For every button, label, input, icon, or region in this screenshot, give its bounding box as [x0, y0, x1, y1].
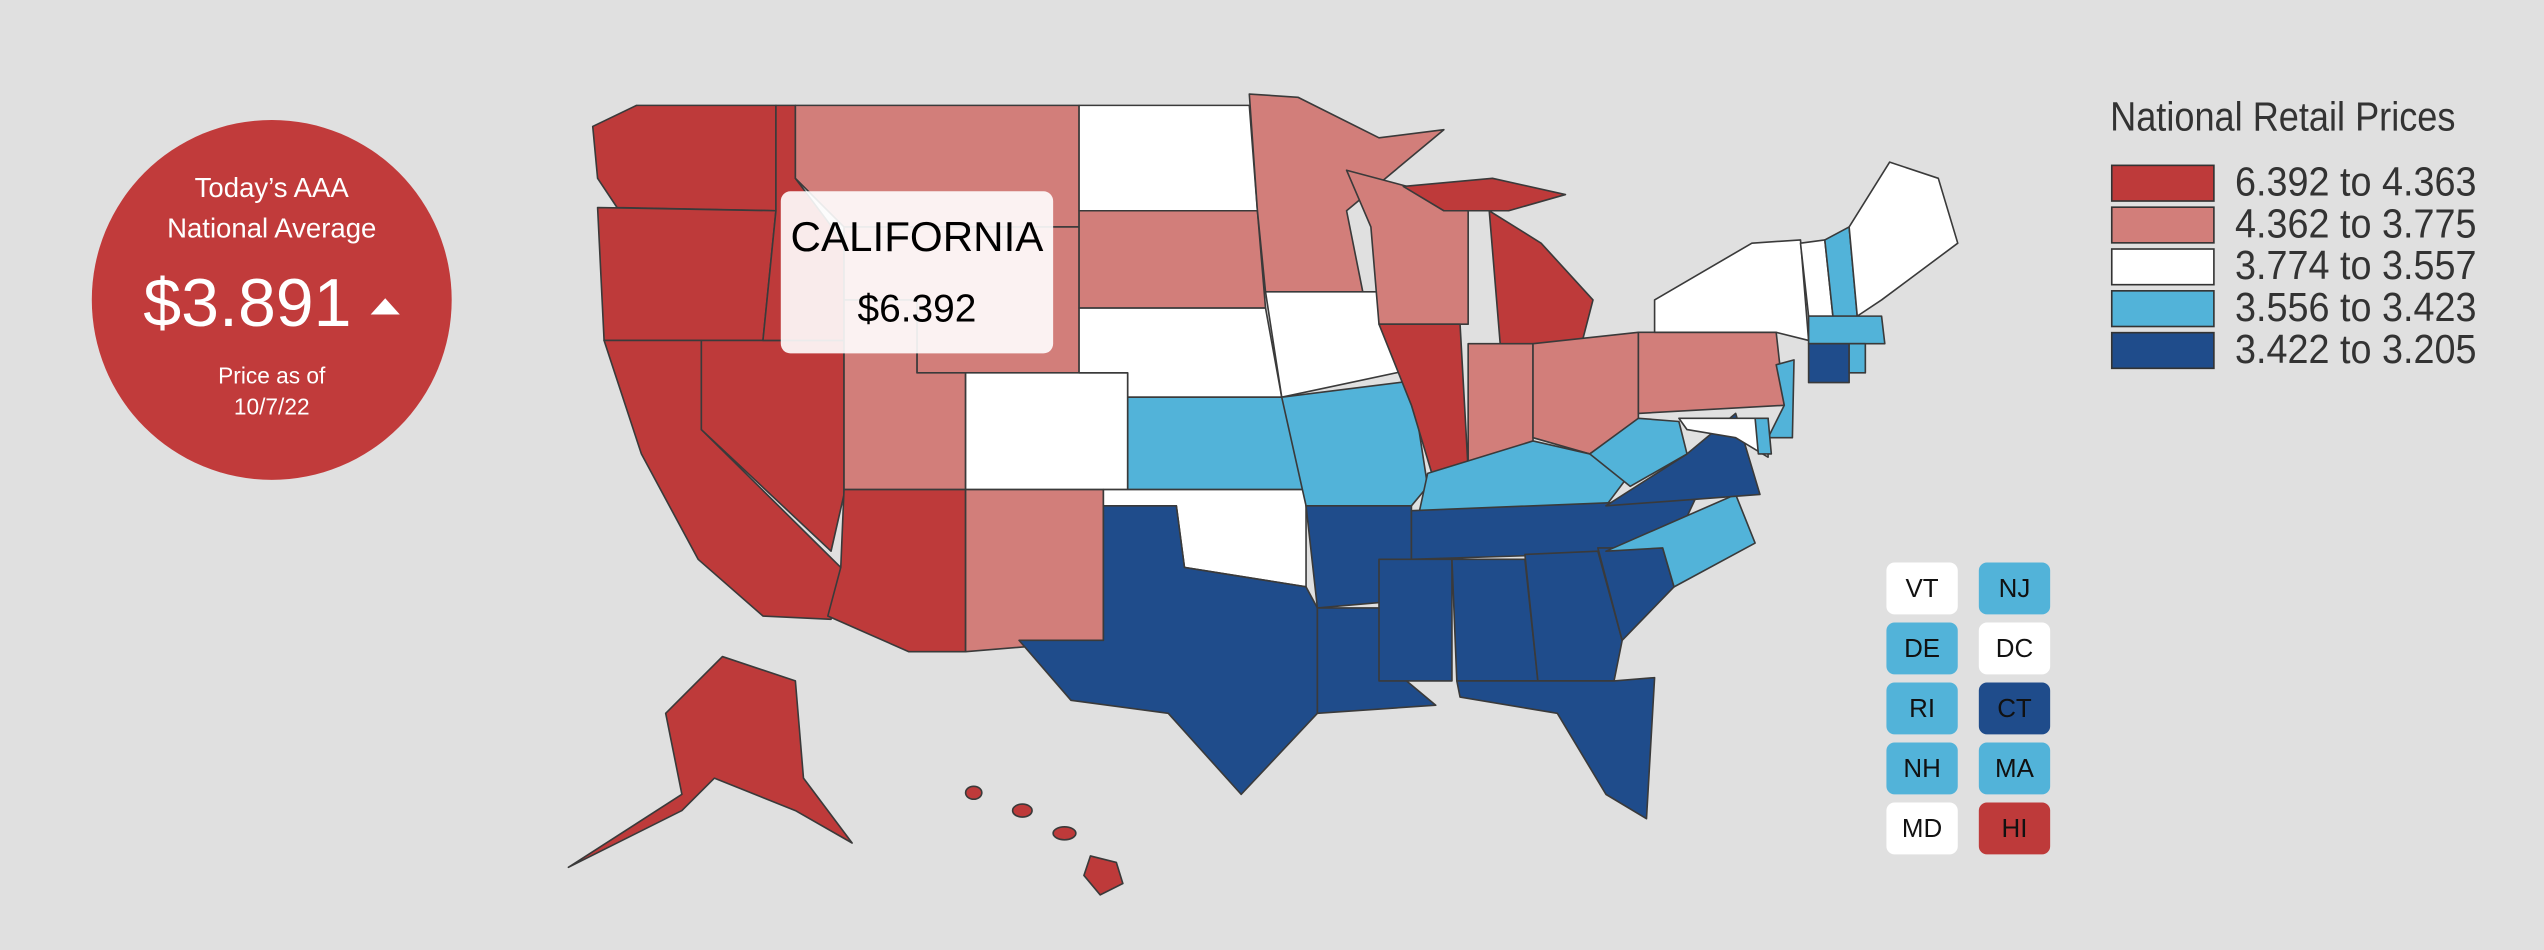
badge-price: $3.891	[143, 265, 351, 341]
state[interactable]	[1588, 417, 1688, 488]
small-states: VT NJ DE DC RI CT NH MA MD HI	[1886, 562, 2051, 855]
state[interactable]	[1316, 607, 1437, 715]
legend-swatch	[2110, 206, 2215, 244]
small-state-label: CT	[1997, 695, 2032, 723]
legend-swatch	[2110, 331, 2215, 370]
state[interactable]	[591, 104, 777, 212]
state[interactable]	[567, 655, 853, 869]
badge-line2: National Average	[167, 212, 376, 243]
state[interactable]	[1451, 558, 1539, 682]
state[interactable]	[1052, 825, 1077, 841]
legend: National Retail Prices 6.392 to 4.3634.3…	[2110, 94, 2476, 372]
state[interactable]	[1078, 104, 1259, 212]
small-state-box[interactable]	[1978, 622, 2051, 675]
small-state-box[interactable]	[1886, 802, 1958, 855]
state[interactable]	[1083, 855, 1124, 896]
small-state-box[interactable]	[1886, 622, 1958, 675]
small-state-box[interactable]	[1978, 802, 2051, 855]
state[interactable]	[1524, 550, 1623, 682]
state[interactable]	[1402, 177, 1567, 212]
small-state-box[interactable]	[1886, 742, 1958, 795]
legend-swatch	[2110, 248, 2215, 286]
small-state-label: DE	[1904, 635, 1940, 663]
badge-line1: Today’s AAA	[195, 172, 350, 203]
tooltip-box	[780, 191, 1054, 354]
state[interactable]	[1078, 209, 1267, 309]
legend-label: 3.774 to 3.557	[2235, 242, 2477, 288]
state[interactable]	[1018, 504, 1319, 796]
small-state-label: HI	[2002, 815, 2028, 843]
state-tooltip: CALIFORNIA $6.392	[780, 191, 1054, 354]
state[interactable]	[1605, 493, 1756, 588]
state[interactable]	[1456, 676, 1656, 820]
small-state-box[interactable]	[1978, 742, 2051, 795]
legend-label: 3.556 to 3.423	[2235, 284, 2477, 330]
badge-date-label: Price as of	[218, 363, 326, 389]
tooltip-price: $6.392	[857, 288, 976, 331]
state[interactable]	[964, 785, 983, 801]
state[interactable]	[964, 488, 1105, 653]
legend-label: 3.422 to 3.205	[2235, 326, 2477, 372]
us-map	[567, 93, 1959, 896]
small-state-label: MA	[1995, 755, 2035, 783]
small-state-box[interactable]	[1978, 682, 2051, 735]
state[interactable]	[596, 206, 777, 342]
small-state-label: DC	[1996, 635, 2033, 663]
badge-circle	[91, 119, 452, 480]
tooltip-state: CALIFORNIA	[791, 213, 1045, 260]
national-average-badge: Today’s AAA National Average $3.891 Pric…	[91, 119, 452, 480]
state[interactable]	[1767, 359, 1795, 439]
small-state-box[interactable]	[1886, 562, 1958, 615]
small-state-box[interactable]	[1886, 682, 1958, 735]
state[interactable]	[1848, 342, 1867, 374]
state[interactable]	[1678, 417, 1769, 458]
state[interactable]	[964, 372, 1129, 491]
legend-title: National Retail Prices	[2110, 94, 2455, 140]
badge-date: 10/7/22	[234, 394, 310, 420]
small-state-label: MD	[1902, 815, 1942, 843]
trend-up-icon	[370, 298, 400, 315]
state[interactable]	[1637, 331, 1786, 415]
legend-swatch	[2110, 164, 2215, 202]
state[interactable]	[1807, 342, 1850, 384]
state[interactable]	[1807, 315, 1886, 345]
state[interactable]	[1011, 803, 1033, 818]
small-state-label: RI	[1909, 695, 1935, 723]
state[interactable]	[1280, 380, 1429, 507]
state[interactable]	[1248, 93, 1445, 293]
small-state-box[interactable]	[1978, 562, 2051, 615]
small-state-label: VT	[1906, 575, 1939, 603]
state[interactable]	[1378, 558, 1453, 682]
state[interactable]	[1126, 396, 1307, 491]
state[interactable]	[1754, 417, 1773, 455]
state[interactable]	[1488, 209, 1594, 350]
legend-label: 6.392 to 4.363	[2235, 159, 2477, 205]
legend-swatch	[2110, 290, 2215, 328]
small-state-label: NH	[1903, 755, 1940, 783]
small-state-label: NJ	[1999, 575, 2031, 603]
legend-label: 4.362 to 3.775	[2235, 200, 2477, 246]
